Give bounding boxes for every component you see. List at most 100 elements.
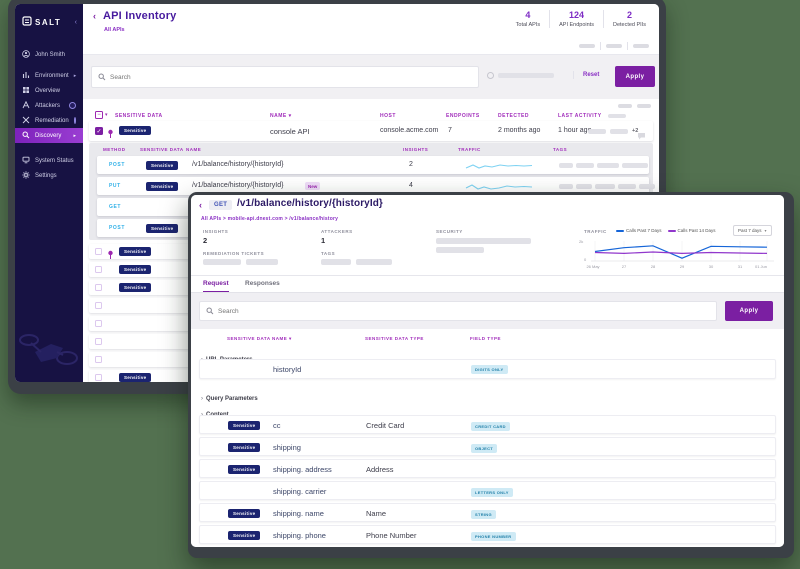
column-header[interactable]: HOST <box>380 113 396 119</box>
http-method: PUT <box>109 183 121 189</box>
api-host: console.acme.com <box>380 127 439 134</box>
sensitive-badge: Sensitive <box>119 265 152 274</box>
tags-label: TAGS <box>321 251 336 256</box>
legend-item: Calls Past 14 Days <box>667 228 716 233</box>
api-last-activity: 1 hour ago <box>558 127 592 134</box>
chevron-right-icon: ▸ <box>73 132 76 139</box>
sidebar-item-environment[interactable]: Environment ▸ <box>15 68 83 83</box>
param-row[interactable]: Sensitive shipping. phone Phone Number P… <box>199 525 776 544</box>
row-checkbox[interactable] <box>95 356 102 363</box>
param-name: shipping <box>273 443 301 452</box>
param-row[interactable]: Sensitive shipping. name Name STRING <box>199 503 776 522</box>
security-placeholder <box>436 238 531 244</box>
sidebar: SALT ‹ John Smith Environment ▸ Overview… <box>15 4 83 382</box>
search-box[interactable] <box>199 301 717 321</box>
remediation-count-badge <box>73 117 76 124</box>
clock-icon <box>487 72 494 79</box>
endpoint-filter-bar: Apply <box>191 293 784 329</box>
gear-icon <box>22 170 30 181</box>
sidebar-item-label: System Status <box>35 157 74 164</box>
sidebar-item-attackers[interactable]: Attackers <box>15 98 83 113</box>
sidebar-item-label: Overview <box>35 87 61 94</box>
sidebar-user[interactable]: John Smith <box>15 47 83 62</box>
row-checkbox[interactable] <box>95 338 102 345</box>
endpoint-row[interactable]: PUT Sensitive /v1/balance/history/{histo… <box>97 177 655 198</box>
sensitive-badge: Sensitive <box>119 126 152 135</box>
row-checkbox[interactable] <box>95 320 102 327</box>
sensitive-badge: Sensitive <box>146 223 179 233</box>
sidebar-item-discovery[interactable]: Discovery ▸ <box>15 128 83 143</box>
page-title: API Inventory <box>103 10 177 22</box>
back-icon[interactable]: ‹ <box>93 11 96 21</box>
endpoint-insights: 4 <box>409 182 413 189</box>
row-checkbox[interactable] <box>95 302 102 309</box>
endpoint-row[interactable]: POST Sensitive /v1/balance/history/{hist… <box>97 156 649 174</box>
apply-button[interactable]: Apply <box>615 66 655 87</box>
pin-icon[interactable] <box>107 247 114 265</box>
column-header[interactable]: LAST ACTIVITY <box>558 113 602 119</box>
subcolumn-header: TAGS <box>553 147 568 152</box>
param-row[interactable]: historyId DIGITS ONLY <box>199 359 776 379</box>
column-header[interactable]: DETECTED <box>498 113 529 119</box>
attackers-count-badge <box>69 102 76 109</box>
sidebar-item-remediation[interactable]: Remediation <box>15 113 83 128</box>
stats-bar: 4 Total APIs 124 API Endpoints 2 Detecte… <box>507 10 655 28</box>
column-header[interactable]: SENSITIVE DATA TYPE <box>365 336 424 341</box>
field-type-chip: CREDIT CARD <box>471 421 510 431</box>
breadcrumb[interactable]: All APIs > mobile-api.dnest.com > /v1/ba… <box>201 216 339 222</box>
select-all-expander[interactable]: − ▾ <box>95 111 108 119</box>
user-icon <box>22 49 30 60</box>
section-query-parameters[interactable]: › Query Parameters <box>201 387 258 405</box>
subcolumn-header: SENSITIVE DATA <box>140 147 184 152</box>
endpoint-main: ‹ GET /v1/balance/history/{historyId} Al… <box>191 195 784 547</box>
param-data-type: Name <box>366 509 387 518</box>
column-header[interactable]: FIELD TYPE <box>470 336 502 341</box>
reset-button[interactable]: Reset <box>583 72 600 78</box>
field-type-chip: STRING <box>471 509 496 519</box>
sidebar-item-system-status[interactable]: System Status <box>15 153 83 168</box>
search-box[interactable] <box>91 66 479 88</box>
remediation-placeholders <box>203 259 278 265</box>
back-icon[interactable]: ‹ <box>199 200 202 210</box>
time-range-dropdown[interactable]: Past 7 days ▾ <box>733 225 772 236</box>
column-header[interactable]: SENSITIVE DATA <box>227 336 271 341</box>
traffic-sparkline <box>464 180 534 198</box>
column-header[interactable]: ENDPOINTS <box>446 113 480 119</box>
sidebar-item-label: Attackers <box>35 102 61 109</box>
search-input[interactable] <box>218 307 710 315</box>
sidebar-item-label: Environment <box>35 72 69 79</box>
row-checkbox[interactable] <box>95 248 102 255</box>
sensitive-badge: Sensitive <box>228 531 261 540</box>
table-action-placeholders <box>618 104 651 108</box>
column-header[interactable]: SENSITIVE DATA <box>115 113 163 119</box>
api-row-console[interactable]: ✓ Sensitive console API console.acme.com… <box>89 121 653 141</box>
sidebar-item-overview[interactable]: Overview <box>15 83 83 98</box>
search-input[interactable] <box>110 73 472 81</box>
column-header-sorted[interactable]: NAME ▾ <box>272 336 292 342</box>
column-header-sorted[interactable]: NAME ▾ <box>270 113 292 119</box>
param-row[interactable]: Sensitive cc Credit Card CREDIT CARD <box>199 415 776 434</box>
param-row[interactable]: Sensitive shipping OBJECT <box>199 437 776 456</box>
tab-responses[interactable]: Responses <box>245 280 280 287</box>
field-type-chip: LETTERS ONLY <box>471 487 513 497</box>
minus-checkbox-icon[interactable]: − <box>95 111 103 119</box>
column-header-label: NAME <box>270 113 287 119</box>
row-checkbox[interactable]: ✓ <box>95 127 103 135</box>
method-chip: GET <box>209 200 233 210</box>
sidebar-collapse-icon[interactable]: ‹ <box>74 18 77 26</box>
param-row[interactable]: Sensitive shipping. address Address <box>199 459 776 478</box>
toolbar-placeholders <box>579 42 649 50</box>
comment-icon[interactable] <box>637 127 646 145</box>
sidebar-item-settings[interactable]: Settings <box>15 168 83 183</box>
api-endpoints: 7 <box>448 127 452 134</box>
param-row[interactable]: shipping. carrier LETTERS ONLY <box>199 481 776 500</box>
x-tick: 27 <box>621 264 627 269</box>
row-checkbox[interactable] <box>95 284 102 291</box>
row-checkbox[interactable] <box>95 374 102 381</box>
saved-filter-placeholder <box>487 72 554 79</box>
row-checkbox[interactable] <box>95 266 102 273</box>
param-name: shipping. address <box>273 465 332 474</box>
apply-button[interactable]: Apply <box>725 301 773 321</box>
pin-icon[interactable] <box>107 126 114 144</box>
caret-down-icon: ▾ <box>105 112 108 118</box>
